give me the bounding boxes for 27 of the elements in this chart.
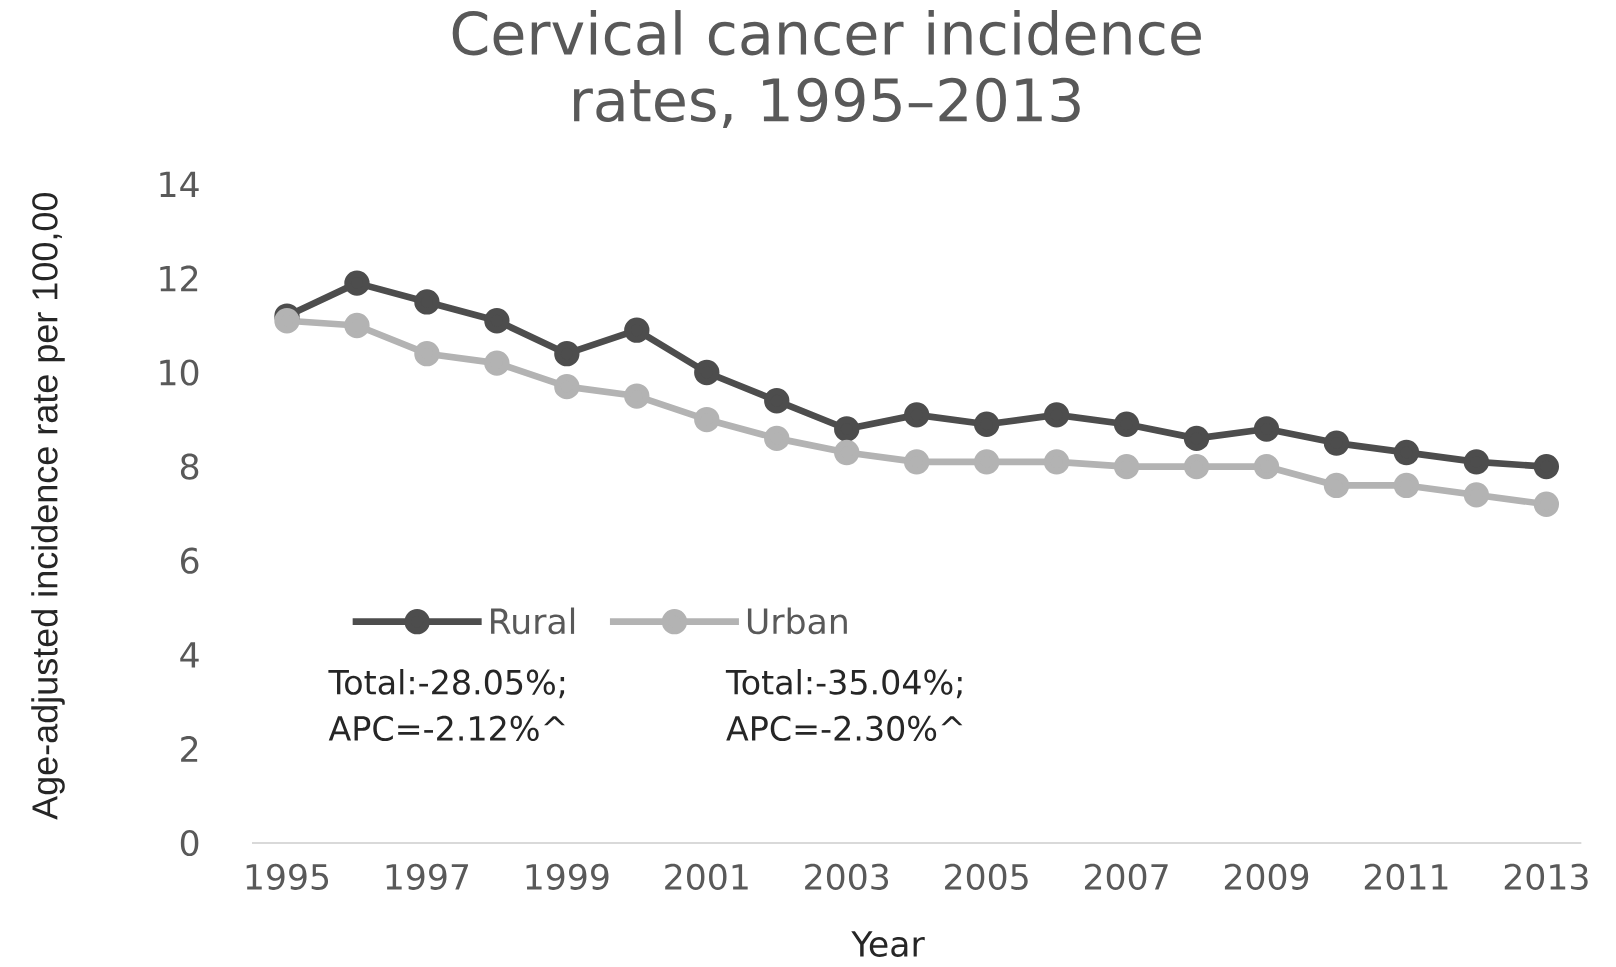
x-tick-label: 2003 (805, 863, 889, 890)
y-tick-label: 12 (160, 265, 198, 292)
annotation: APC=-2.12%^ (328, 715, 565, 742)
y-tick-label: 8 (180, 453, 199, 480)
annotation: APC=-2.30%^ (726, 715, 963, 742)
y-tick-label: 2 (181, 736, 198, 762)
legend-label: Urban (747, 607, 847, 635)
y-tick-label: 4 (180, 642, 199, 668)
y-tick-label: 6 (180, 547, 199, 574)
x-tick-label: 1995 (246, 863, 329, 890)
x-tick-label: 2007 (1084, 863, 1168, 890)
y-tick-label: 10 (160, 359, 199, 386)
y-tick-label: 0 (180, 829, 199, 857)
x-tick-label: 2005 (945, 863, 1028, 890)
chart-title: Cervical cancer incidence rates, 1995–2013 (452, 10, 1201, 129)
x-tick-label: 2013 (1504, 863, 1588, 890)
x-tick-label: 1997 (386, 863, 469, 890)
x-tick-label: 2009 (1224, 863, 1309, 890)
legend-label: Rural (491, 607, 575, 635)
y-axis-title: Age-adjusted incidence rate per 100,00 (31, 192, 65, 820)
x-tick-label: 2011 (1364, 863, 1448, 890)
annotation: Total:-28.05%; (328, 669, 565, 699)
x-tick-label: 2001 (665, 863, 748, 890)
x-tick-label: 1999 (526, 863, 609, 890)
annotation: Total:-35.04%; (725, 669, 962, 699)
x-axis-title: Year (851, 931, 925, 957)
y-tick-label: 14 (160, 171, 199, 197)
